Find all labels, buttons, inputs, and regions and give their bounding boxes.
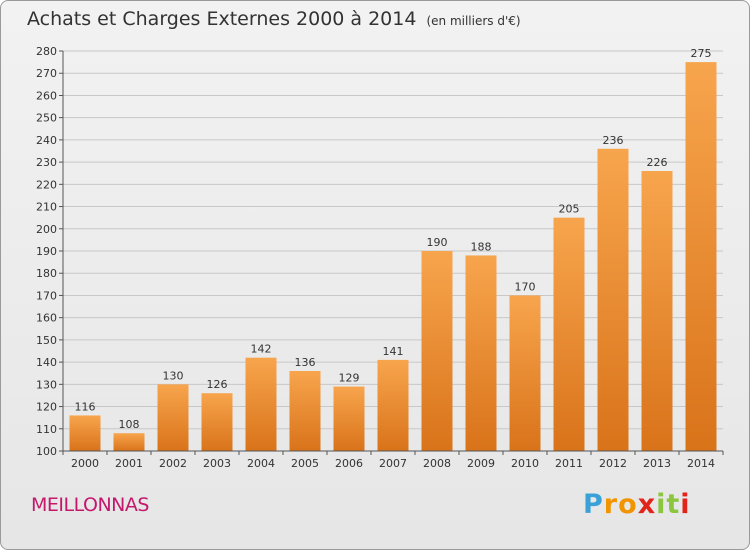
x-tick-label: 2014 [687, 457, 715, 470]
commune-name: MEILLONNAS [31, 494, 149, 516]
bar [113, 433, 145, 451]
x-tick-label: 2005 [291, 457, 319, 470]
chart-title: Achats et Charges Externes 2000 à 2014 (e… [27, 8, 521, 30]
data-label: 130 [163, 369, 184, 382]
x-tick-label: 2010 [511, 457, 539, 470]
data-label: 116 [75, 400, 96, 413]
bar [289, 371, 321, 451]
y-tick-label: 110 [36, 423, 57, 436]
x-tick-label: 2004 [247, 457, 275, 470]
y-tick-label: 230 [36, 156, 57, 169]
data-label: 205 [559, 203, 580, 216]
x-tick-label: 2011 [555, 457, 583, 470]
logo-letter: x [637, 489, 657, 520]
x-tick-label: 2006 [335, 457, 363, 470]
x-tick-label: 2001 [115, 457, 143, 470]
bar [421, 251, 453, 451]
data-label: 129 [339, 372, 360, 385]
bar [377, 359, 409, 451]
axes [62, 51, 723, 452]
data-label: 275 [691, 47, 712, 60]
data-label: 188 [471, 240, 492, 253]
bar [685, 62, 717, 451]
bar [509, 295, 541, 451]
data-label: 108 [119, 418, 140, 431]
data-label: 190 [427, 236, 448, 249]
y-tick-label: 280 [36, 45, 57, 58]
data-label: 236 [603, 134, 624, 147]
logo-letter: i [680, 489, 691, 520]
x-tick-label: 2008 [423, 457, 451, 470]
y-tick-label: 190 [36, 245, 57, 258]
y-tick-label: 210 [36, 201, 57, 214]
data-label: 141 [383, 345, 404, 358]
y-tick-label: 170 [36, 289, 57, 302]
y-tick-label: 220 [36, 178, 57, 191]
y-tick-label: 150 [36, 334, 57, 347]
x-tick-label: 2007 [379, 457, 407, 470]
y-tick-label: 270 [36, 67, 57, 80]
bar [465, 255, 497, 451]
logo-letter: t [666, 489, 681, 520]
chart-unit-note: (en milliers d'€) [426, 14, 521, 28]
x-tick-label: 2000 [71, 457, 99, 470]
logo-letter: r [603, 489, 619, 520]
bar [201, 393, 233, 451]
bar [641, 171, 673, 451]
y-tick-label: 250 [36, 112, 57, 125]
logo-letter: o [618, 489, 638, 520]
logo-letter: i [656, 489, 667, 520]
data-labels: 116 108 130 126 142 136 129 141 190 188 170 205 236 2… [75, 47, 712, 431]
y-tick-label: 130 [36, 378, 57, 391]
bars [69, 62, 717, 451]
proxiti-logo: Proxiti [583, 489, 691, 520]
chart-title-text: Achats et Charges Externes 2000 à 2014 [27, 8, 417, 30]
y-tick-label: 180 [36, 267, 57, 280]
y-tick-label: 100 [36, 445, 57, 458]
x-tick-label: 2013 [643, 457, 671, 470]
bar [69, 415, 101, 451]
data-label: 126 [207, 378, 228, 391]
bar [157, 384, 189, 451]
data-label: 170 [515, 280, 536, 293]
y-tick-label: 200 [36, 223, 57, 236]
bar [597, 148, 629, 451]
y-tick-label: 120 [36, 401, 57, 414]
x-tick-label: 2012 [599, 457, 627, 470]
y-tick-label: 160 [36, 312, 57, 325]
y-axis-ticks: 100 110 120 130 140 150 160 170 180 190 200 210 220 2… [36, 45, 63, 458]
x-axis-ticks: 2000 2001 2002 2003 2004 2005 2006 2007 2008 2009… [62, 451, 724, 470]
bar [245, 357, 277, 451]
data-label: 226 [647, 156, 668, 169]
y-tick-label: 240 [36, 134, 57, 147]
x-tick-label: 2009 [467, 457, 495, 470]
x-tick-label: 2002 [159, 457, 187, 470]
x-tick-label: 2003 [203, 457, 231, 470]
bar [553, 217, 585, 451]
logo-letter: P [583, 489, 604, 520]
data-label: 136 [295, 356, 316, 369]
y-tick-label: 140 [36, 356, 57, 369]
bar [333, 386, 365, 451]
y-tick-label: 260 [36, 89, 57, 102]
data-label: 142 [251, 343, 272, 356]
